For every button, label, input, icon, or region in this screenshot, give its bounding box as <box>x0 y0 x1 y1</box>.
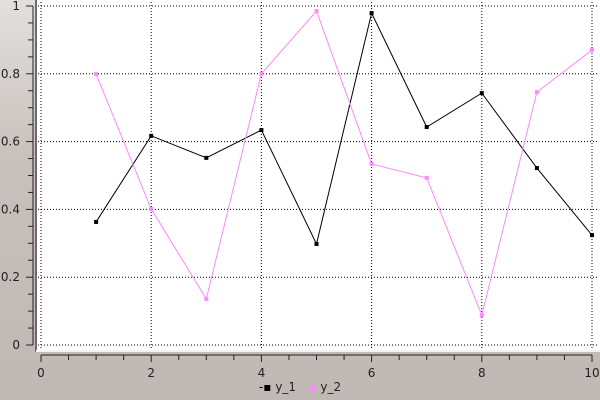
data-point-y_1 <box>94 219 99 224</box>
data-point-y_2 <box>424 175 429 180</box>
x-tick-label: 0 <box>37 366 45 380</box>
data-point-y_1 <box>149 133 154 138</box>
data-point-y_2 <box>259 71 264 76</box>
data-point-y_2 <box>369 161 374 166</box>
x-tick-label: 4 <box>258 366 266 380</box>
data-point-y_2 <box>94 72 99 77</box>
legend: -▪ y_1 -▪ y_2 <box>0 380 600 394</box>
legend-label-y2: y_2 <box>320 380 342 394</box>
data-point-y_1 <box>259 128 264 133</box>
x-tick-label: 8 <box>478 366 486 380</box>
data-point-y_1 <box>590 233 594 238</box>
y-tick-label: 0 <box>12 338 20 352</box>
x-tick-label: 2 <box>147 366 155 380</box>
y-tick-label: 0.4 <box>1 202 20 216</box>
data-point-y_1 <box>369 11 374 16</box>
legend-label-y1: y_1 <box>275 380 297 394</box>
x-tick-label: 6 <box>368 366 376 380</box>
data-point-y_2 <box>314 9 319 14</box>
data-point-y_1 <box>314 241 319 246</box>
legend-marker-y1: -▪ <box>258 380 272 394</box>
data-point-y_1 <box>479 91 484 96</box>
x-tick-label: 10 <box>584 366 599 380</box>
series-line-y_2 <box>95 10 593 317</box>
y-tick-label: 0.6 <box>1 135 20 149</box>
data-point-y_1 <box>204 155 209 160</box>
data-point-y_2 <box>149 207 154 212</box>
legend-marker-y2: -▪ <box>303 380 317 394</box>
data-point-y_2 <box>590 48 594 53</box>
data-point-y_1 <box>534 166 539 171</box>
y-tick-label: 0.2 <box>1 270 20 284</box>
plot-area <box>37 0 600 351</box>
data-point-y_2 <box>534 90 539 95</box>
series-line-y_1 <box>95 11 593 246</box>
y-tick-label: 0.8 <box>1 67 20 81</box>
data-point-y_2 <box>479 313 484 318</box>
data-point-y_1 <box>424 125 429 130</box>
data-point-y_2 <box>204 296 209 301</box>
y-tick-label: 1 <box>12 0 20 13</box>
